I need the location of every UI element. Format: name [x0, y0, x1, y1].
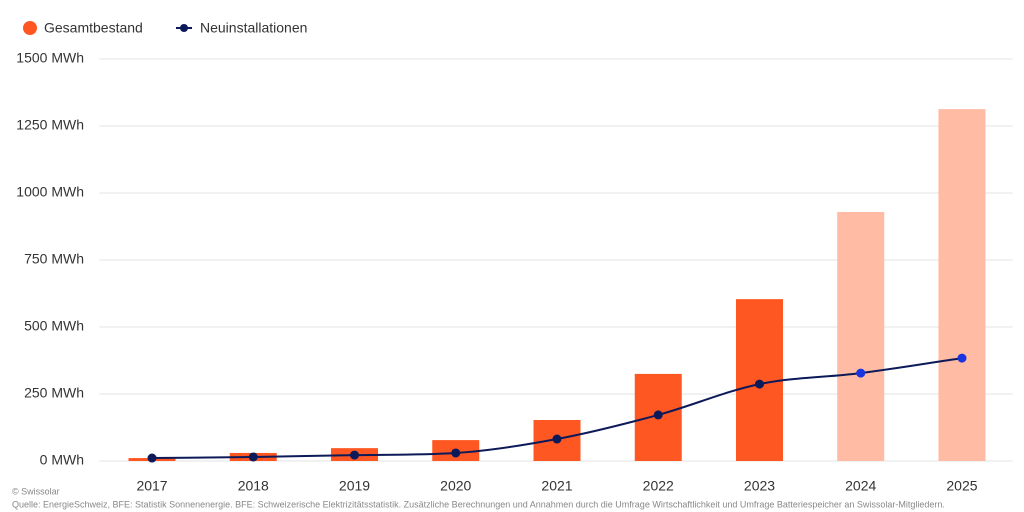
x-tick-label: 2020	[440, 478, 471, 494]
legend-label: Gesamtbestand	[44, 20, 143, 36]
y-tick-label: 750 MWh	[24, 251, 84, 267]
y-tick-label: 1250 MWh	[16, 117, 84, 133]
line-point	[248, 452, 258, 462]
line-point	[653, 410, 663, 420]
source: Quelle: EnergieSchweiz, BFE: Statistik S…	[12, 499, 945, 509]
line-point	[552, 434, 562, 444]
line-point	[350, 450, 360, 460]
x-tick-label: 2021	[541, 478, 572, 494]
y-tick-label: 1500 MWh	[16, 50, 84, 66]
x-tick-label: 2022	[643, 478, 674, 494]
x-tick-label: 2018	[238, 478, 269, 494]
line-point	[957, 353, 967, 363]
line-point	[856, 368, 866, 378]
x-tick-label: 2024	[845, 478, 876, 494]
line-point	[147, 453, 157, 463]
x-tick-label: 2025	[946, 478, 977, 494]
y-tick-label: 0 MWh	[40, 452, 84, 468]
legend-label: Neuinstallationen	[200, 20, 307, 36]
credit: © Swissolar	[12, 486, 60, 496]
x-tick-label: 2019	[339, 478, 370, 494]
bar	[837, 212, 885, 461]
line-point	[451, 448, 461, 458]
legend-marker	[23, 21, 37, 35]
x-tick-label: 2017	[136, 478, 167, 494]
legend-marker	[180, 24, 188, 32]
y-tick-label: 1000 MWh	[16, 184, 84, 200]
bar	[938, 109, 986, 461]
x-tick-label: 2023	[744, 478, 775, 494]
y-tick-label: 250 MWh	[24, 385, 84, 401]
y-tick-label: 500 MWh	[24, 318, 84, 334]
line-point	[754, 379, 764, 389]
